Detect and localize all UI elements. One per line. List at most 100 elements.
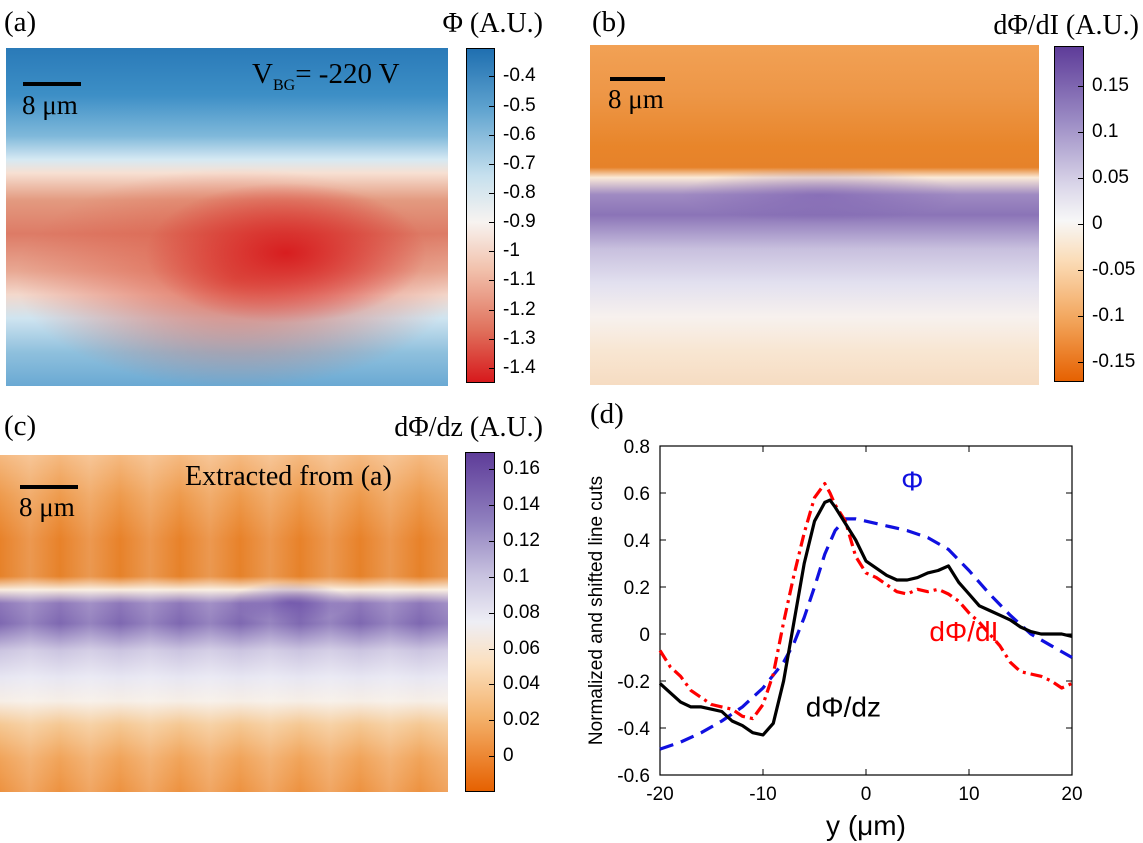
y-tick-label: -0.6 [617, 766, 650, 787]
colorbar-b-tick-label: 0.05 [1092, 167, 1129, 189]
y-tick-label: -0.4 [617, 719, 650, 740]
colorbar-b-tick-label: -0.1 [1092, 304, 1125, 326]
colorbar-a-tick-label: -0.6 [503, 123, 536, 145]
panel-b-map [590, 45, 1039, 385]
colorbar-c-tick-label: 0.04 [503, 673, 540, 695]
x-tick-label: -20 [646, 784, 673, 805]
colorbar-c-tickmark [489, 756, 495, 758]
colorbar-a-tickmark [489, 338, 495, 340]
colorbar-b-tick-label: -0.05 [1092, 259, 1136, 280]
colorbar-a-tick-label: -0.4 [503, 65, 536, 87]
panel-c-map [0, 455, 448, 792]
colorbar-b-tick-label: 0.1 [1092, 121, 1119, 143]
colorbar-a-tick-label: -1.4 [503, 356, 536, 378]
panel-a-vbg-label: VBG= -220 V [252, 60, 400, 94]
phi-line [659, 517, 1073, 751]
panel-c-annotation: Extracted from (a) [185, 461, 392, 492]
colorbar-b-tickmark [1078, 86, 1084, 88]
colorbar-c-tick-label: 0 [503, 745, 514, 767]
y-tick-label: 0 [639, 625, 650, 646]
panel-a-label: (a) [4, 6, 37, 38]
panel-b-label: (b) [592, 6, 626, 38]
colorbar-a-tickmark [489, 163, 495, 165]
colorbar-b-tick-label: 0.15 [1092, 75, 1129, 97]
panel-a-scalebar-label: 8 μm [22, 90, 78, 120]
panel-a-vbg-sub: BG [272, 76, 296, 94]
colorbar-b-tick-label: -0.15 [1092, 350, 1136, 372]
panel-a-scalebar [23, 82, 81, 86]
colorbar-a-tickmark [489, 222, 495, 224]
panel-b-colorbar-title: dΦ/dI (A.U.) [993, 10, 1139, 41]
plot-frame [659, 445, 1073, 776]
colorbar-a-tickmark [489, 105, 495, 107]
y-tick-label: 0.8 [624, 437, 650, 458]
colorbar-c-tick-label: 0.1 [503, 565, 530, 587]
colorbar-a-tick-label: -1 [503, 240, 520, 262]
colorbar-c-tick-label: 0.12 [503, 529, 540, 551]
colorbar-a-tick-label: -0.8 [503, 182, 536, 204]
panel-c-scalebar-label: 8 μm [19, 492, 75, 522]
x-axis-label: y (μm) [826, 810, 906, 841]
panel-c-colorbar [465, 452, 495, 792]
panel-a-map [6, 48, 448, 386]
colorbar-c-tickmark [489, 648, 495, 650]
colorbar-a-tick-label: -0.7 [503, 152, 536, 174]
colorbar-a-tick-label: -1.2 [503, 298, 536, 320]
colorbar-a-tickmark [489, 280, 495, 282]
colorbar-a-tick-label: -0.5 [503, 94, 536, 116]
panel-b-scalebar-label: 8 μm [608, 84, 664, 114]
colorbar-b-tickmark [1078, 315, 1084, 317]
colorbar-a-tick-label: -1.3 [503, 327, 536, 349]
colorbar-c-tickmark [489, 504, 495, 506]
colorbar-a-tickmark [489, 251, 495, 253]
colorbar-c-tickmark [489, 684, 495, 686]
panel-a-colorbar-title: Φ (A.U.) [442, 8, 543, 39]
colorbar-c-tick-label: 0.14 [503, 493, 540, 515]
dphidi-annotation: dΦ/dI [929, 616, 998, 647]
colorbar-b-tickmark [1078, 224, 1084, 226]
x-tick-label: 10 [958, 784, 979, 805]
panel-b-scalebar [610, 77, 665, 81]
panel-a-vbg-prefix: V [252, 58, 273, 90]
colorbar-b-tickmark [1078, 178, 1084, 180]
panel-c-label: (c) [4, 410, 37, 442]
phi-annotation: Φ [901, 466, 923, 497]
colorbar-c-tickmark [489, 612, 495, 614]
panel-a-colorbar [466, 48, 495, 383]
y-axis-label: Normalized and shifted line cuts [586, 476, 607, 745]
colorbar-c-tick-label: 0.08 [503, 601, 540, 623]
x-tick-label: 20 [1061, 784, 1082, 805]
y-tick-label: 0.4 [624, 531, 651, 552]
colorbar-c-tick-label: 0.06 [503, 637, 540, 659]
x-tick-label: 0 [861, 784, 872, 805]
dphidz-line [658, 498, 1073, 737]
panel-d-label: (d) [590, 398, 624, 430]
y-tick-label: 0.6 [624, 484, 650, 505]
colorbar-c-tickmark [489, 540, 495, 542]
panel-a-vbg-value: = -220 V [295, 58, 400, 90]
x-tick-label: -10 [749, 784, 776, 805]
colorbar-a-tickmark [489, 193, 495, 195]
y-tick-label: -0.2 [617, 672, 650, 693]
colorbar-b-tick-label: 0 [1092, 213, 1103, 235]
colorbar-b-tickmark [1078, 132, 1084, 134]
colorbar-c-tick-label: 0.02 [503, 709, 540, 731]
y-tick-label: 0.2 [624, 578, 650, 599]
panel-b-colorbar [1054, 46, 1084, 382]
colorbar-c-tickmark [489, 469, 495, 470]
colorbar-c-tickmark [489, 576, 495, 578]
colorbar-b-tickmark [1078, 361, 1084, 363]
colorbar-a-tick-label: -1.1 [503, 269, 536, 291]
colorbar-a-tickmark [489, 134, 495, 136]
panel-c-colorbar-title: dΦ/dz (A.U.) [394, 412, 543, 443]
colorbar-c-tick-label: 0.16 [503, 458, 540, 479]
dphidz-annotation: dΦ/dz [806, 691, 881, 722]
colorbar-b-tickmark [1078, 270, 1084, 271]
dphidi-line [658, 482, 1073, 721]
colorbar-a-tick-label: -0.9 [503, 211, 536, 233]
colorbar-a-tickmark [489, 367, 495, 369]
colorbar-a-tickmark [489, 309, 495, 311]
colorbar-c-tickmark [489, 720, 495, 722]
panel-c-scalebar [20, 485, 78, 489]
colorbar-a-tickmark [489, 76, 495, 78]
